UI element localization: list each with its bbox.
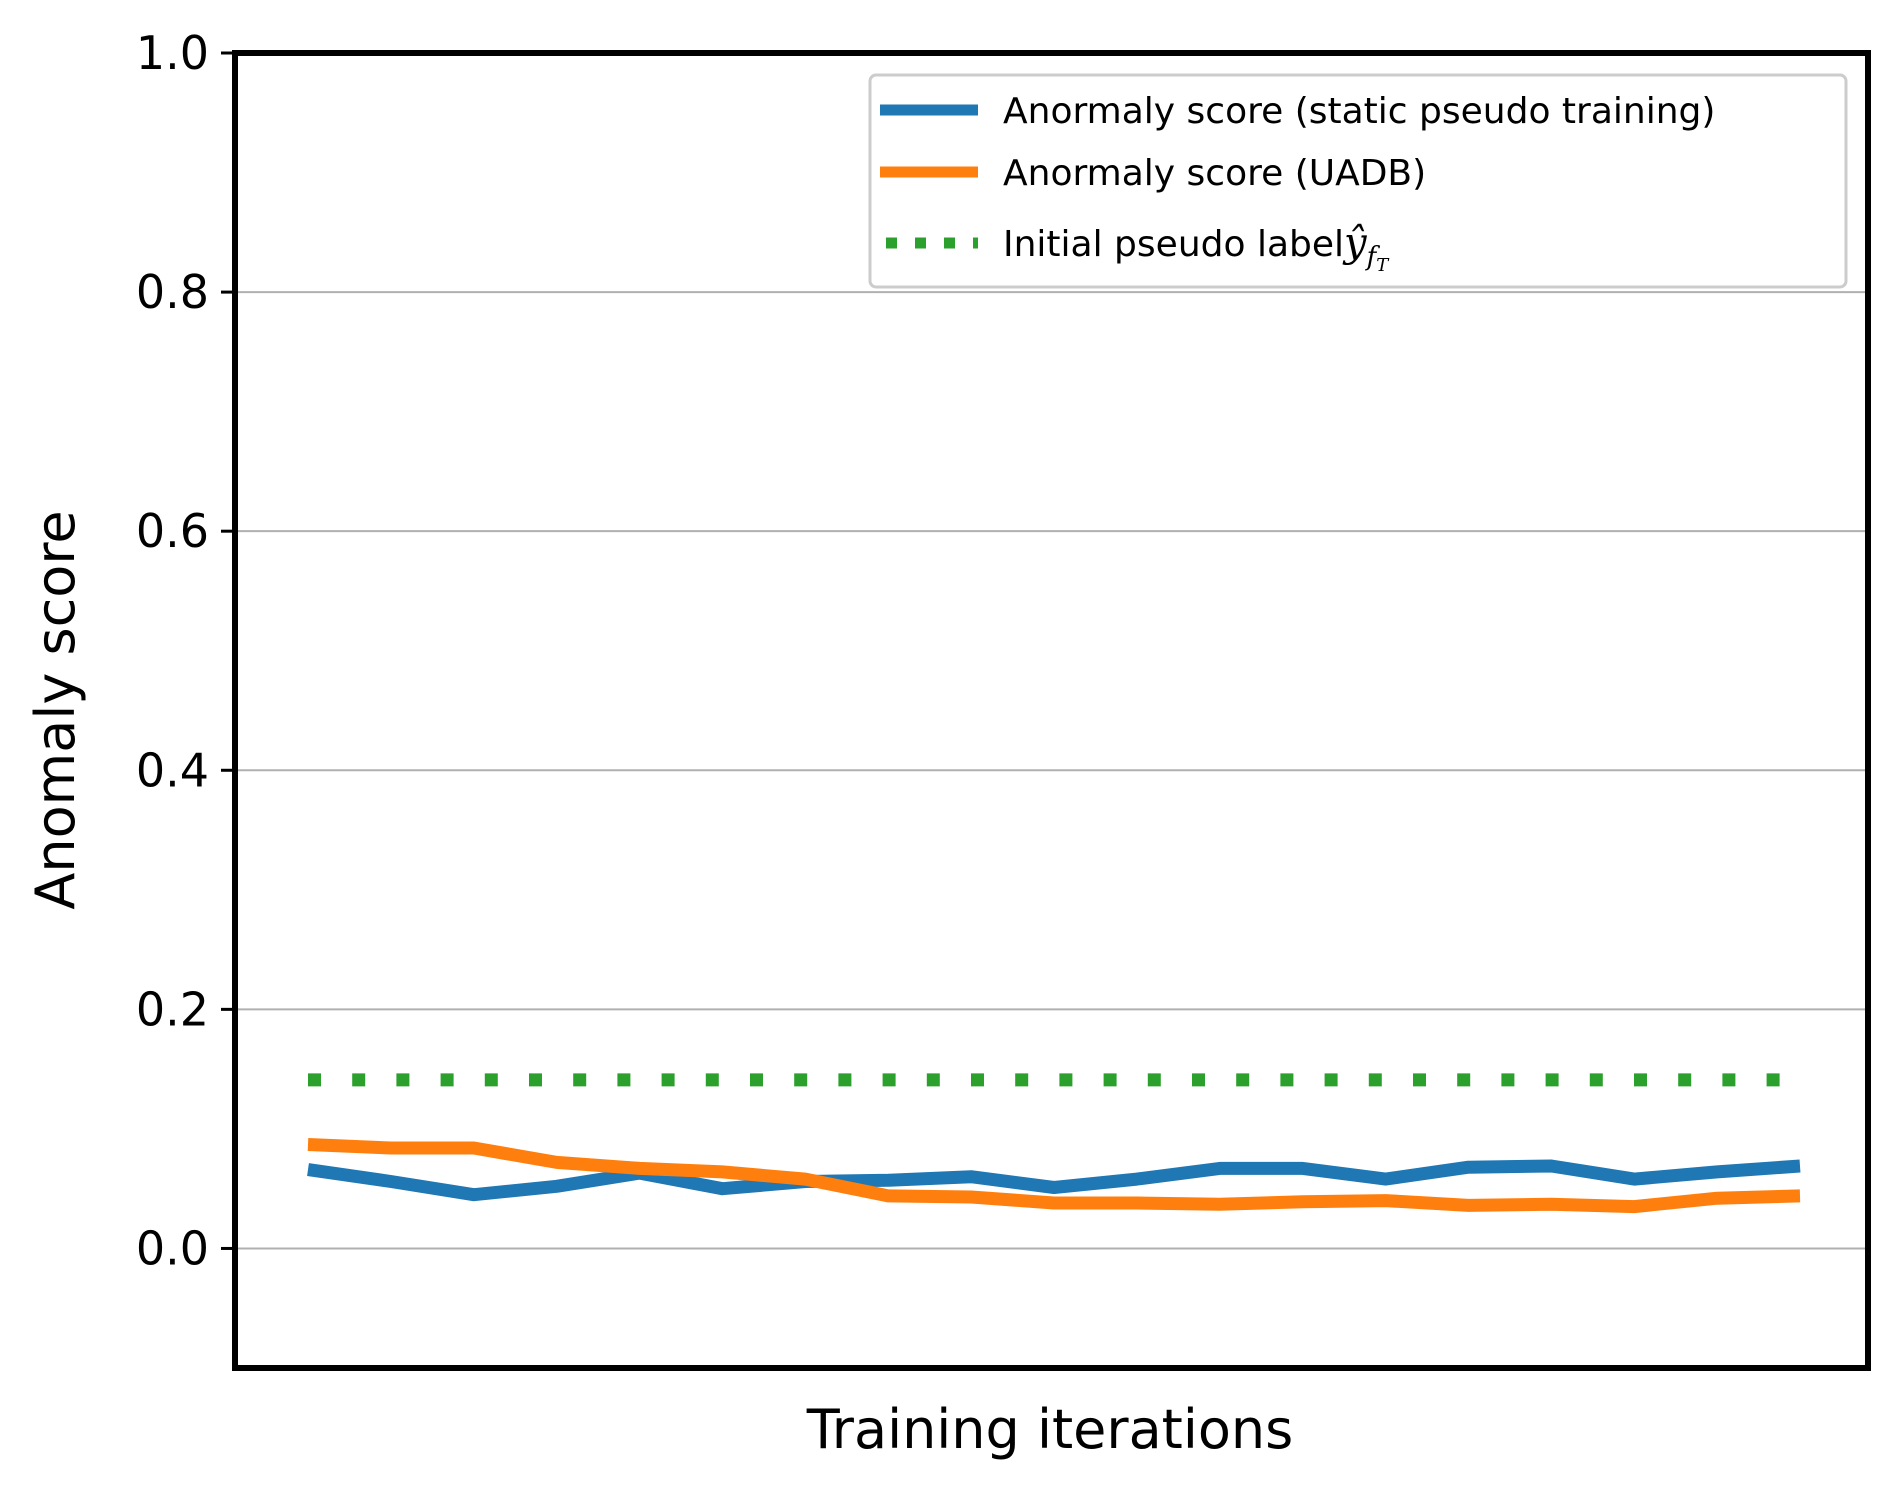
series-lines (307, 1073, 1801, 1214)
y-tick-label: 0.2 (136, 982, 209, 1036)
y-axis-label: Anomaly score (24, 510, 87, 909)
legend-frame (868, 73, 1848, 289)
legend-math-y-hat: ŷ (1342, 220, 1368, 266)
plot-frame (232, 50, 1871, 1371)
y-tick-label: 1.0 (136, 26, 209, 80)
y-tick-label: 0.8 (136, 265, 209, 319)
legend-label-static: Anormaly score (static pseudo training) (1003, 91, 1715, 132)
y-tick-label: 0.6 (136, 504, 209, 558)
x-axis-label: Training iterations (806, 1398, 1294, 1461)
series-line-1 (307, 1138, 1801, 1214)
legend-label-initial-text: Initial pseudo label (1003, 224, 1344, 265)
legend-label-uadb: Anormaly score (UADB) (1003, 153, 1426, 194)
series-line-0 (307, 1159, 1801, 1202)
y-tick-label: 0.4 (136, 743, 209, 797)
legend-math-sub-t: T (1376, 255, 1390, 276)
legend: Anormaly score (static pseudo training) … (868, 73, 1848, 289)
gridlines (235, 291, 1868, 1250)
y-tick-label: 0.0 (136, 1221, 209, 1275)
legend-label-initial: Initial pseudo labelŷfT (1003, 220, 1390, 276)
y-axis-ticks: 0.0 0.2 0.4 0.6 0.8 1.0 (136, 26, 235, 1275)
